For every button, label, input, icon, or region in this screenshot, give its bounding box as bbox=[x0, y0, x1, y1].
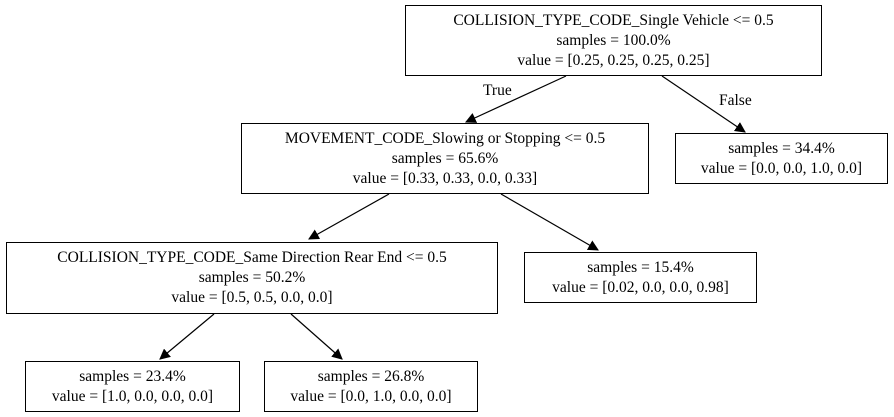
edge-label-false: False bbox=[719, 92, 752, 109]
leaf-23-node: samples = 23.4% value = [1.0, 0.0, 0.0, … bbox=[25, 361, 240, 412]
root-node: COLLISION_TYPE_CODE_Single Vehicle <= 0.… bbox=[405, 5, 822, 76]
rear-end-value: value = [0.5, 0.5, 0.0, 0.0] bbox=[171, 289, 333, 306]
edge-movement-to-leaf-15 bbox=[500, 193, 599, 251]
leaf-false-value: value = [0.0, 0.0, 1.0, 0.0] bbox=[700, 159, 863, 177]
edge-label-true: True bbox=[483, 82, 512, 99]
root-condition: COLLISION_TYPE_CODE_Single Vehicle <= 0.… bbox=[453, 11, 774, 29]
leaf-26-node: samples = 26.8% value = [0.0, 1.0, 0.0, … bbox=[264, 361, 478, 412]
leaf-26-value: value = [0.0, 1.0, 0.0, 0.0] bbox=[290, 387, 452, 405]
movement-samples: samples = 65.6% bbox=[391, 149, 499, 167]
rear-end-node: COLLISION_TYPE_CODE_Same Direction Rear … bbox=[6, 242, 498, 314]
movement-value: value = [0.33, 0.33, 0.0, 0.33] bbox=[352, 169, 538, 187]
leaf-23-samples: samples = 23.4% bbox=[79, 367, 186, 385]
leaf-false-node: samples = 34.4% value = [0.0, 0.0, 1.0, … bbox=[675, 133, 888, 184]
leaf-15-node: samples = 15.4% value = [0.02, 0.0, 0.0,… bbox=[524, 252, 757, 303]
edge-rear-end-to-leaf-26 bbox=[290, 313, 343, 360]
edge-root-to-leaf-false bbox=[661, 75, 746, 133]
rear-end-samples: samples = 50.2% bbox=[198, 269, 306, 286]
leaf-26-samples: samples = 26.8% bbox=[317, 367, 425, 385]
leaf-23-value: value = [1.0, 0.0, 0.0, 0.0] bbox=[51, 387, 214, 405]
movement-node: MOVEMENT_CODE_Slowing or Stopping <= 0.5… bbox=[241, 123, 649, 194]
rear-end-condition: COLLISION_TYPE_CODE_Same Direction Rear … bbox=[57, 249, 447, 266]
leaf-false-samples: samples = 34.4% bbox=[728, 139, 835, 157]
leaf-15-value: value = [0.02, 0.0, 0.0, 0.98] bbox=[552, 278, 729, 296]
movement-condition: MOVEMENT_CODE_Slowing or Stopping <= 0.5 bbox=[284, 129, 606, 147]
leaf-15-samples: samples = 15.4% bbox=[587, 258, 694, 276]
edge-movement-to-rear-end bbox=[308, 193, 390, 240]
edge-root-to-movement bbox=[465, 75, 567, 123]
edge-rear-end-to-leaf-23 bbox=[159, 313, 215, 360]
root-value: value = [0.25, 0.25, 0.25, 0.25] bbox=[517, 51, 710, 69]
root-samples: samples = 100.0% bbox=[556, 31, 671, 49]
